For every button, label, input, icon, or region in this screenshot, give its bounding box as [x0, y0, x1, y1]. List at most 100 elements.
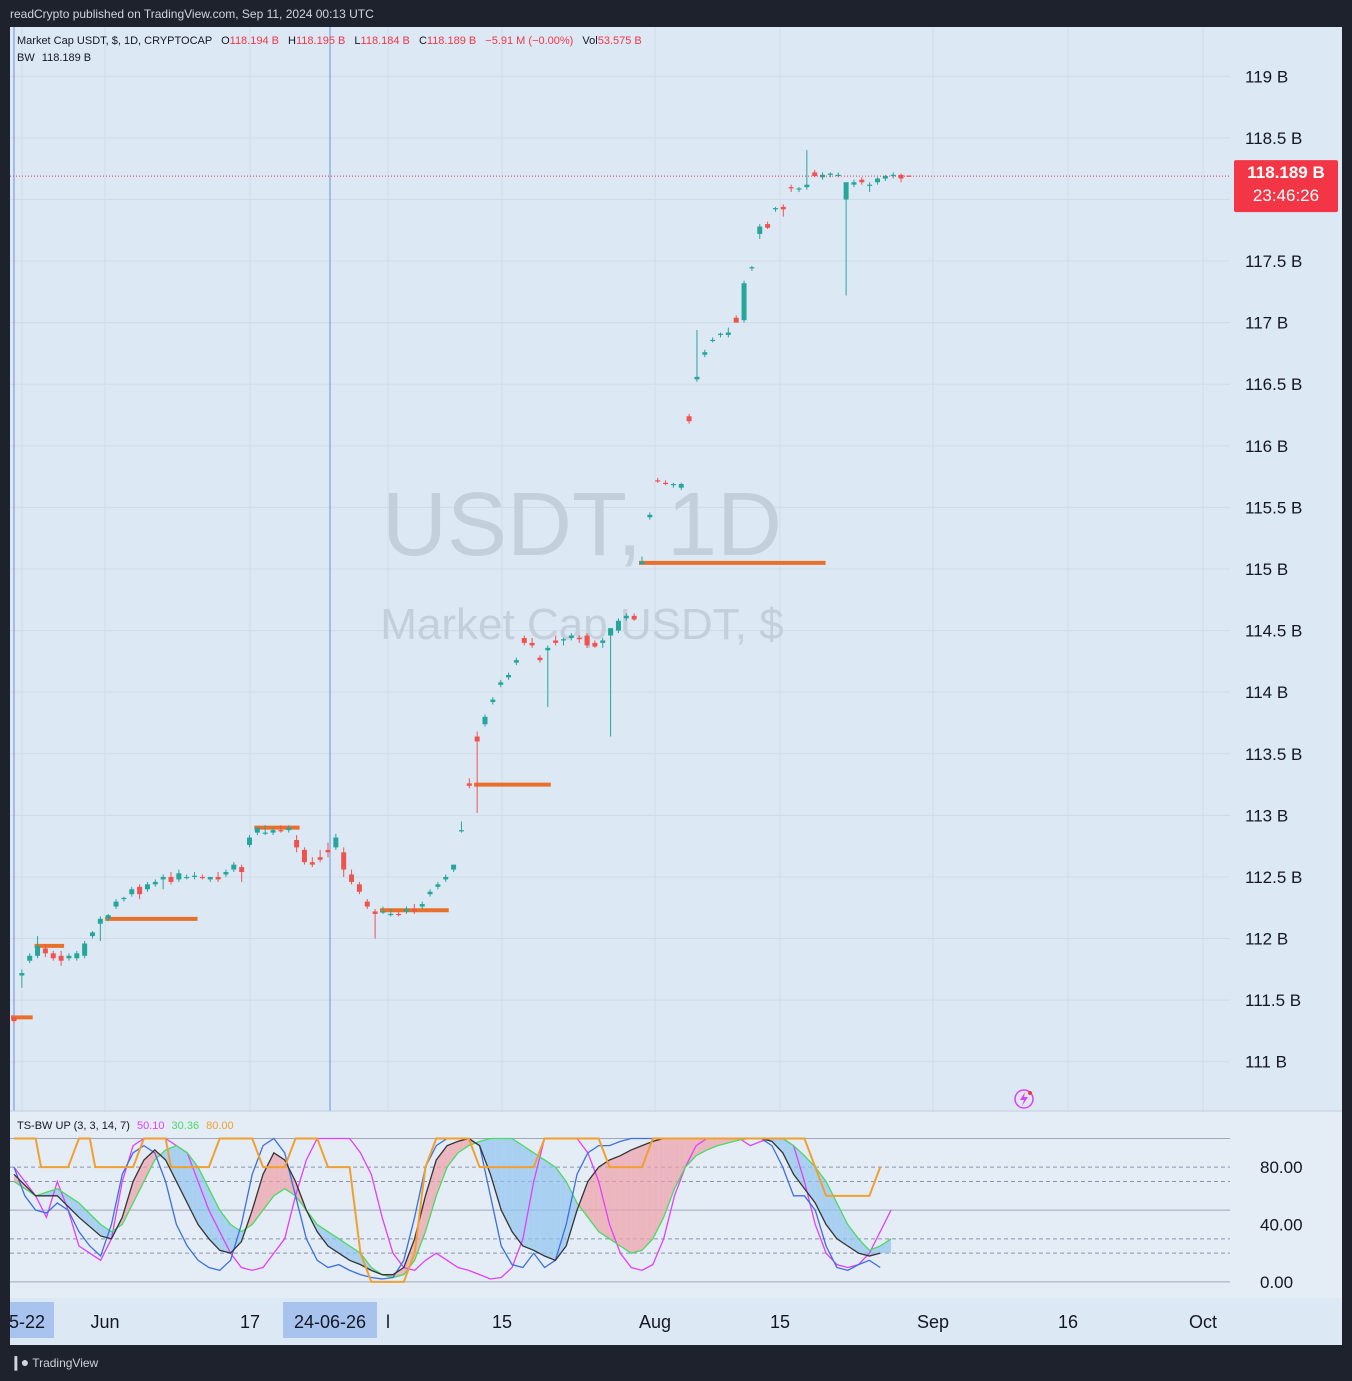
footer-brand: TradingView — [32, 1355, 99, 1370]
time-tick-highlight — [10, 1302, 54, 1338]
time-axis[interactable]: 05-22 Jun 17 24-06-26 l 15 Aug 15 Sep 16 Oct — [10, 1298, 1342, 1345]
oscillator-cloud-segment — [836, 1202, 843, 1243]
price-tick-label: 111.5 B — [1245, 991, 1301, 1010]
oscillator-cloud-segment — [252, 1192, 258, 1225]
candle-body — [772, 208, 778, 210]
candle-body — [796, 188, 802, 190]
oscillator-cloud-segment — [604, 1159, 610, 1239]
price-tick-label: 117.5 B — [1245, 252, 1302, 271]
oscillator-cloud-segment — [133, 1170, 139, 1203]
candle-body — [90, 932, 95, 937]
oscillator-cloud-segment — [858, 1238, 864, 1255]
oscillator-cloud-segment — [560, 1174, 567, 1254]
oscillator-cloud-segment — [203, 1177, 209, 1239]
price-tick-label: 112.5 B — [1245, 868, 1302, 887]
price-tick-label: 118.5 B — [1245, 129, 1302, 148]
candle-body — [812, 172, 818, 177]
footer[interactable]: ❙● TradingView — [10, 1354, 98, 1371]
oscillator-tick-label: 0.00 — [1260, 1273, 1293, 1292]
candle-body — [647, 514, 653, 518]
oscillator-cloud-segment — [495, 1138, 502, 1211]
candle-body — [718, 333, 723, 335]
candle-body — [341, 852, 347, 870]
oscillator-cloud-segment — [587, 1174, 594, 1225]
price-tick-label: 117 B — [1245, 314, 1288, 333]
candle-body — [317, 857, 323, 860]
candle-body — [137, 886, 143, 895]
candle-body — [380, 911, 386, 913]
candle-body — [262, 832, 268, 834]
oscillator-cloud-segment — [642, 1143, 648, 1251]
candle-body — [247, 837, 252, 845]
candle-body — [537, 657, 543, 661]
candle-body — [309, 862, 315, 865]
oscillator-cloud-segment — [539, 1156, 545, 1257]
oscillator-cloud-segment — [549, 1163, 556, 1261]
price-tag-value: 118.189 B — [1247, 163, 1325, 182]
oscillator-cloud-segment — [826, 1181, 832, 1232]
candle-body — [576, 637, 582, 640]
oscillator-cloud-segment — [528, 1149, 534, 1251]
oscillator-cloud-segment — [625, 1149, 632, 1254]
candle-body — [859, 179, 865, 183]
oscillator-cloud-segment — [582, 1181, 588, 1218]
price-axis[interactable]: 111 B 111.5 B 112 B 112.5 B 113 B 113.5 B 114 … — [1245, 67, 1302, 1071]
candle-body — [906, 175, 912, 177]
candle-body — [686, 416, 692, 422]
grid — [10, 27, 1230, 1298]
oscillator-cloud-segment — [138, 1159, 144, 1193]
candle-body — [11, 1017, 17, 1022]
symbol-legend[interactable]: Market Cap USDT, $, 1D, CRYPTOCAP O118.1… — [17, 35, 642, 47]
oscillator-cloud-segment — [517, 1142, 523, 1246]
time-tick-label: 05-22 — [10, 1312, 45, 1332]
candle-body — [780, 206, 786, 210]
oscillator-cloud-segment — [176, 1145, 182, 1193]
candle-body — [192, 875, 198, 877]
candle-body — [411, 908, 417, 912]
candle-body — [58, 955, 64, 961]
chart-canvas[interactable]: USDT, 1D Market Cap USDT, $ 111 B 111.5 B… — [10, 27, 1342, 1345]
candle-body — [349, 874, 355, 882]
indicator-legend[interactable]: BW 118.189 B — [17, 52, 91, 64]
lightning-icon[interactable] — [1014, 1089, 1034, 1109]
candle-body — [490, 699, 496, 703]
oscillator-cloud-segment — [398, 1267, 404, 1277]
oscillator-cloud-segment — [647, 1141, 653, 1245]
oscillator-cloud-segment — [436, 1152, 442, 1196]
oscillator-cloud-segment — [328, 1231, 334, 1250]
time-tick-label: Jun — [90, 1312, 119, 1332]
oscillator-cloud-segment — [257, 1174, 264, 1218]
oscillator-legend[interactable]: TS-BW UP (3, 3, 14, 7) 50.10 30.36 80.00 — [17, 1120, 234, 1132]
oscillator-cloud-segment — [593, 1167, 599, 1232]
candle-body — [144, 884, 150, 890]
time-tick-label: Aug — [639, 1312, 671, 1332]
candle-body — [254, 827, 260, 833]
candle-body — [608, 628, 614, 636]
time-tick-label: 15 — [492, 1312, 512, 1332]
candle-body — [82, 943, 88, 956]
oscillator-cloud-segment — [149, 1149, 155, 1171]
candle-body — [458, 830, 464, 832]
candle-body — [663, 482, 669, 485]
price-tag: 118.189 B 23:46:26 — [1234, 160, 1338, 213]
candle-body — [568, 635, 574, 638]
candle-body — [820, 174, 826, 178]
candle-body — [451, 864, 457, 870]
candle-body — [239, 867, 245, 873]
candle-body — [725, 332, 731, 335]
oscillator-cloud-segment — [609, 1157, 615, 1243]
close-label: C — [418, 35, 427, 47]
oscillator-cloud-segment — [652, 1139, 659, 1239]
chart-frame[interactable]: USDT, 1D Market Cap USDT, $ 111 B 111.5 B… — [10, 27, 1342, 1345]
oscillator-cloud-segment — [333, 1235, 339, 1254]
price-tag-countdown: 23:46:26 — [1253, 186, 1319, 205]
oscillator-cloud-segment — [127, 1181, 134, 1214]
price-tick-label: 116 B — [1245, 437, 1288, 456]
oscillator-tick-label: 40.00 — [1260, 1215, 1303, 1234]
candle-body — [184, 876, 190, 879]
candle-body — [875, 178, 880, 183]
oscillator-cloud-segment — [273, 1152, 280, 1196]
tradingview-logo-icon: ❙● — [10, 1354, 29, 1370]
candle-body — [678, 484, 684, 488]
oscillator-cloud-segment — [441, 1145, 448, 1182]
